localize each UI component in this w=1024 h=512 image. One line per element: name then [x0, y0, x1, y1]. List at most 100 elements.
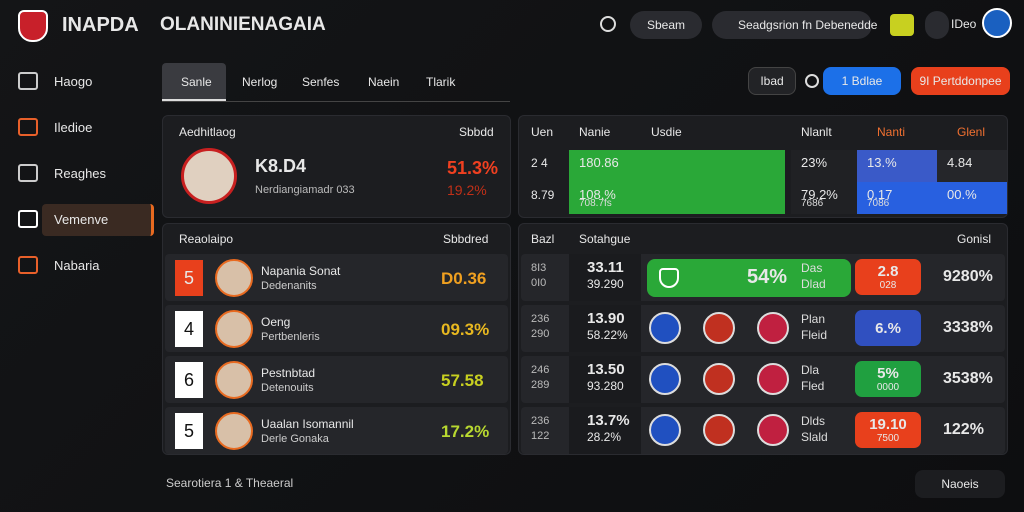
stat-badge: 19.10 7500 — [855, 412, 921, 448]
matches-panel: Bazl Sotahgue Gonisl 8I3 0I0 33.11 39.290 54% Da… — [518, 223, 1008, 455]
team-pill — [647, 259, 851, 297]
rank-badge: 6 — [175, 362, 203, 398]
avatar[interactable] — [982, 8, 1012, 38]
nav-icon[interactable] — [18, 118, 38, 136]
column-header: Bazl — [531, 232, 555, 246]
score: 13.90 — [587, 310, 625, 327]
stat-badge: 6.% — [855, 310, 921, 346]
cell-text: 79.2% — [801, 187, 838, 202]
rank-badge: 4 — [175, 311, 203, 347]
column-header: Nanti — [877, 125, 906, 139]
tab[interactable]: Naein — [368, 75, 400, 89]
nav-item[interactable]: Haogo — [54, 74, 93, 89]
action-button[interactable]: 1 Bdlae — [823, 67, 901, 95]
value: 19.2% — [447, 182, 487, 198]
summary-panel: Aedhitlaog Sbbdd K8.D4 Nerdiangiamadr 033 51… — [162, 115, 511, 218]
team-name: Fleid — [801, 328, 828, 342]
stat-badge: 5% 0000 — [855, 361, 921, 397]
nav-item[interactable]: Vemenve — [54, 212, 109, 227]
player-avatar — [215, 259, 253, 297]
player-name: Uaalan Isomannil — [261, 417, 354, 431]
player-name: Pestnbtad — [261, 366, 316, 380]
team-logo — [649, 363, 681, 395]
nav-item[interactable]: Nabaria — [54, 258, 100, 273]
cell: 79.2% 7686 — [791, 182, 857, 214]
panel-title: Aedhitlaog — [179, 125, 236, 139]
cell: 23% — [791, 150, 857, 182]
notify-icon[interactable] — [890, 14, 914, 36]
score: 28.2% — [587, 430, 622, 444]
nav-icon[interactable] — [18, 164, 38, 182]
action-icon[interactable] — [805, 74, 819, 88]
player-sub: Nerdiangiamadr 033 — [255, 184, 355, 196]
search-field[interactable]: Seadgsrion fn Debenedde — [712, 11, 877, 39]
nav-icon[interactable] — [18, 210, 38, 228]
team-logo — [703, 312, 735, 344]
row-id: 122 — [531, 430, 550, 442]
nav-item[interactable]: Reaghes — [54, 166, 107, 181]
tab[interactable]: Nerlog — [242, 75, 278, 89]
cell-text: 13.% — [867, 155, 897, 170]
ranking-panel: Reaolaipo Sbbdred 5 Napania Sonat Dedenanits… — [162, 223, 511, 455]
player-sub: Derle Gonaka — [261, 433, 329, 445]
row-id: 2 4 — [531, 156, 548, 170]
tab[interactable]: Tlarik — [426, 75, 456, 89]
cell: 00.% — [937, 182, 1007, 214]
row-id: 246 — [531, 364, 550, 376]
value: D0.36 — [441, 269, 487, 288]
column-header: Nanie — [579, 125, 611, 139]
score: 13.50 — [587, 361, 625, 378]
stat-badge: 2.8 028 — [855, 259, 921, 295]
tab[interactable]: Sanle — [181, 75, 212, 89]
panel-title: Reaolaipo — [179, 232, 234, 246]
team-name: Dlds — [801, 414, 826, 428]
value: 57.58 — [441, 371, 484, 390]
team-name: Das — [801, 261, 823, 275]
pill-button[interactable]: Sbeam — [630, 11, 702, 39]
value: 51.3% — [447, 158, 499, 178]
team-logo — [703, 363, 735, 395]
nav-icon[interactable] — [18, 256, 38, 274]
player-name: Napania Sonat — [261, 264, 341, 278]
search-icon[interactable] — [600, 16, 616, 32]
team-name: Dla — [801, 363, 820, 377]
action-button[interactable]: Ibad — [748, 67, 796, 95]
player-sub: Pertbenleris — [261, 331, 320, 343]
page-title: OLANINIENAGAIA — [160, 14, 326, 35]
column-header: Sbbdred — [443, 232, 489, 246]
player-name: Oeng — [261, 315, 291, 329]
badge-text: 0000 — [876, 382, 900, 393]
nav-item[interactable]: Iledioe — [54, 120, 93, 135]
score-bg — [569, 305, 641, 352]
percent: 54% — [747, 266, 788, 288]
player-avatar — [181, 148, 237, 204]
column-header: Sotahgue — [579, 232, 631, 246]
badge-text: 19.10 — [869, 416, 907, 433]
player-name: K8.D4 — [255, 156, 307, 176]
score: 58.22% — [587, 328, 628, 342]
team-logo — [757, 363, 789, 395]
cell-text: 708.7fs — [579, 198, 612, 209]
nav-icon[interactable] — [18, 72, 38, 90]
row-id: 236 — [531, 313, 550, 325]
cell-text: 7686 — [801, 198, 824, 209]
tab[interactable]: Senfes — [302, 75, 340, 89]
score: 93.280 — [587, 379, 624, 393]
rank-badge: 5 — [175, 260, 203, 296]
stats-panel: Uen Nanie Usdie Nlanlt Nanti Glenl 2 4 180.86 23… — [518, 115, 1008, 218]
row-id: 289 — [531, 379, 550, 391]
badge-text: 6.% — [875, 319, 901, 337]
footer-button[interactable]: Naoeis — [915, 470, 1005, 498]
cell-text: 00.% — [947, 187, 977, 202]
badge-text: 028 — [879, 280, 897, 291]
team-name: Fled — [801, 379, 825, 393]
row-id: 8.79 — [531, 188, 555, 202]
score-bg — [569, 254, 641, 301]
score-bg — [569, 407, 641, 454]
action-button[interactable]: 9I Pertddonpee — [911, 67, 1010, 95]
menu-button[interactable] — [925, 11, 949, 39]
logo — [18, 10, 48, 42]
score: 33.11 — [587, 259, 624, 276]
row-id: 290 — [531, 328, 550, 340]
